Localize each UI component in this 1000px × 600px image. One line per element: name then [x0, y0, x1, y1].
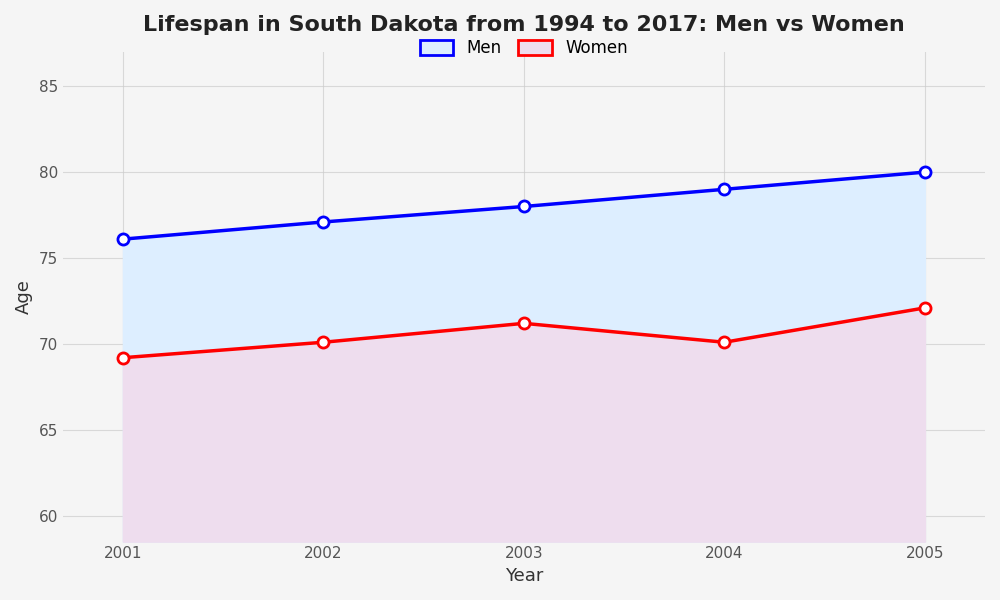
Legend: Men, Women: Men, Women — [412, 31, 636, 65]
Title: Lifespan in South Dakota from 1994 to 2017: Men vs Women: Lifespan in South Dakota from 1994 to 20… — [143, 15, 905, 35]
Y-axis label: Age: Age — [15, 279, 33, 314]
X-axis label: Year: Year — [505, 567, 543, 585]
